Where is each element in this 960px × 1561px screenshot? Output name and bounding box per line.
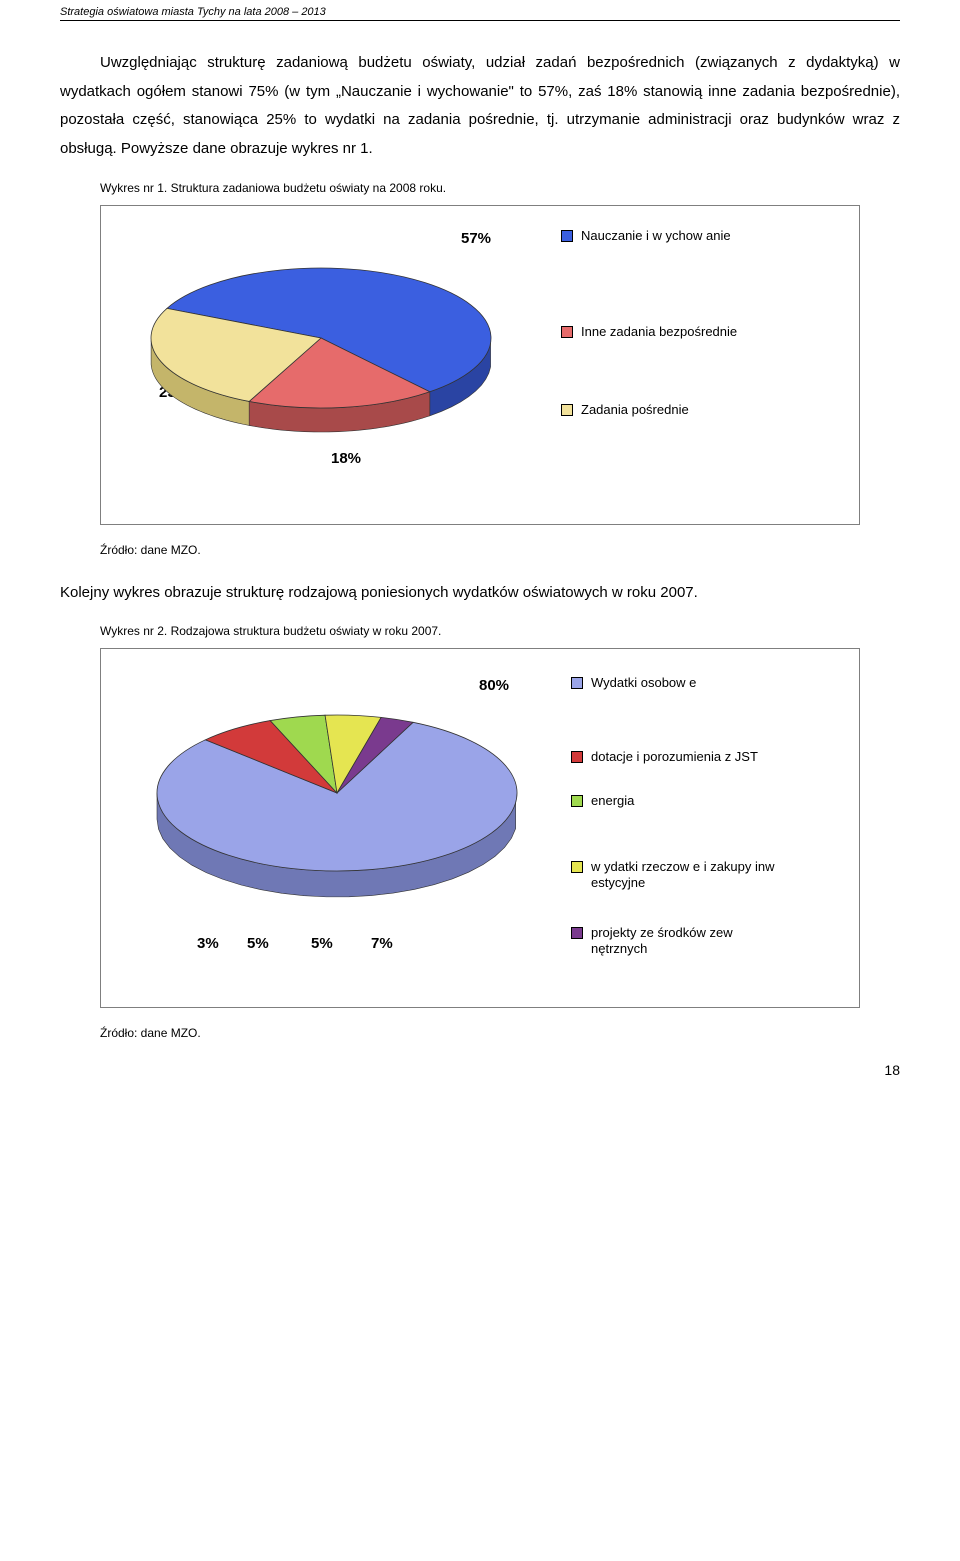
legend-label: dotacje i porozumienia z JST [591, 749, 758, 765]
chart1-legend-1: Inne zadania bezpośrednie [561, 324, 761, 340]
legend-swatch [571, 677, 583, 689]
legend-swatch [571, 861, 583, 873]
chart1-legend-0: Nauczanie i w ychow anie [561, 228, 761, 244]
page-number: 18 [60, 1062, 900, 1078]
chart2-legend-1: dotacje i porozumienia z JST [571, 749, 781, 765]
page-header: Strategia oświatowa miasta Tychy na lata… [60, 0, 900, 20]
chart1-caption: Wykres nr 1. Struktura zadaniowa budżetu… [100, 181, 900, 195]
legend-swatch [571, 927, 583, 939]
chart2-frame: 80% 7% 5% 5% 3% Wydatki osobow e dotacje… [100, 648, 860, 1008]
chart2-pie [137, 683, 537, 943]
legend-swatch [561, 230, 573, 242]
chart1-legend-2: Zadania pośrednie [561, 402, 761, 418]
legend-label: energia [591, 793, 634, 809]
legend-swatch [571, 795, 583, 807]
legend-label: Wydatki osobow e [591, 675, 696, 691]
legend-label: w ydatki rzeczow e i zakupy inw estycyjn… [591, 859, 781, 892]
legend-swatch [561, 404, 573, 416]
chart2-caption: Wykres nr 2. Rodzajowa struktura budżetu… [100, 624, 900, 638]
chart2-legend-4: projekty ze środków zew nętrznych [571, 925, 781, 958]
chart1-pie [131, 238, 511, 478]
paragraph-2: Kolejny wykres obrazuje strukturę rodzaj… [60, 579, 900, 608]
header-rule [60, 20, 900, 21]
chart2-legend-3: w ydatki rzeczow e i zakupy inw estycyjn… [571, 859, 781, 892]
chart1-frame: 57% 18% 25% Nauczanie i w ychow anie Inn… [100, 205, 860, 525]
chart1-source: Źródło: dane MZO. [100, 543, 900, 557]
legend-swatch [571, 751, 583, 763]
legend-label: projekty ze środków zew nętrznych [591, 925, 781, 958]
paragraph-1: Uwzględniając strukturę zadaniową budżet… [60, 49, 900, 163]
legend-label: Nauczanie i w ychow anie [581, 228, 731, 244]
legend-label: Inne zadania bezpośrednie [581, 324, 737, 340]
legend-swatch [561, 326, 573, 338]
chart2-source: Źródło: dane MZO. [100, 1026, 900, 1040]
legend-label: Zadania pośrednie [581, 402, 689, 418]
chart2-legend-0: Wydatki osobow e [571, 675, 781, 691]
chart2-legend-2: energia [571, 793, 781, 809]
